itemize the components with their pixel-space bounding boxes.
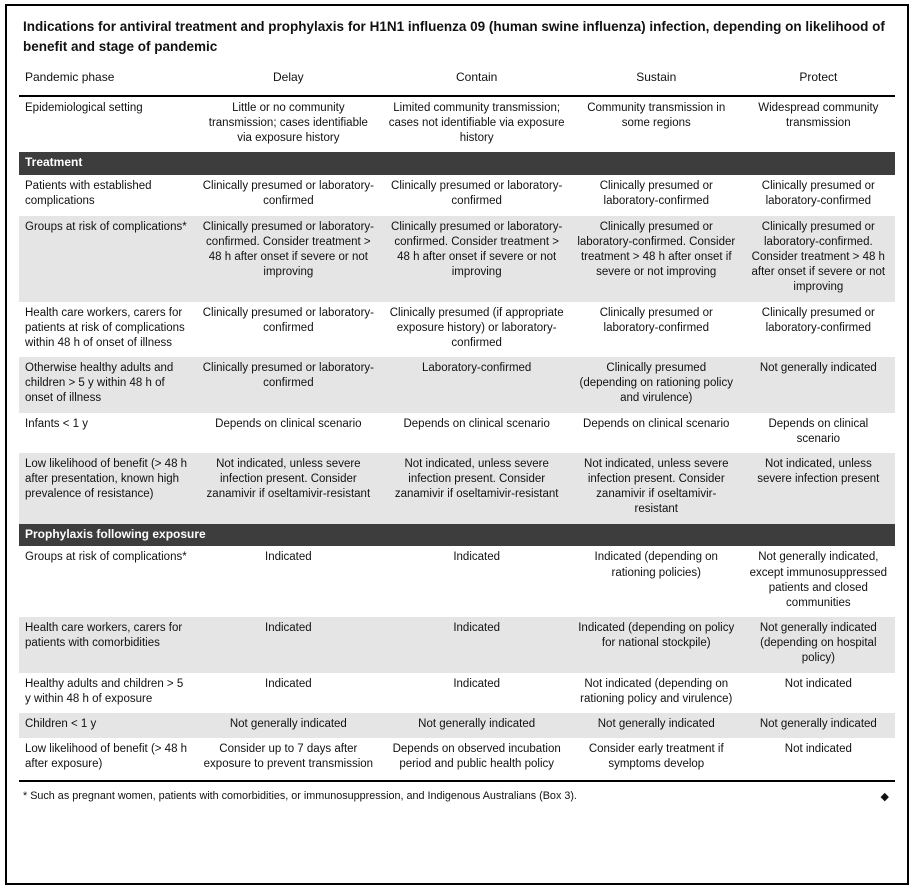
table-row: Health care workers, carers for patients… [19, 617, 895, 673]
table-row: Groups at risk of complications* Clinical… [19, 215, 895, 302]
row-label: Patients with established complications [25, 180, 152, 208]
row-label: Low likelihood of benefit (> 48 h after … [25, 743, 188, 771]
cell-sustain: Not indicated (depending on rationing po… [580, 677, 733, 705]
table-row: Low likelihood of benefit (> 48 h after … [19, 452, 895, 524]
cell-delay: Consider up to 7 days after exposure to … [203, 743, 374, 771]
footnote-row: * Such as pregnant women, patients with … [19, 780, 895, 809]
cell-delay: Indicated [194, 617, 383, 673]
cell-contain: Indicated [453, 551, 501, 564]
cell-delay: Clinically presumed or laboratory-confir… [194, 357, 383, 413]
cell-protect: Not indicated, unless severe infection p… [741, 452, 895, 524]
cell-protect: Not generally indicated (depending on ho… [741, 617, 895, 673]
cell-contain: Clinically presumed (if appropriate expo… [389, 306, 564, 349]
cell-delay: Little or no community transmission; cas… [208, 101, 368, 145]
row-label: Infants < 1 y [25, 417, 88, 430]
table-row: Infants < 1 y Depends on clinical scenari… [19, 413, 895, 453]
cell-protect: Not generally indicated, except immunosu… [749, 551, 888, 609]
table-row: Epidemiological setting Little or no comm… [19, 96, 895, 153]
cell-delay: Clinically presumed or laboratory-confir… [194, 215, 383, 302]
cell-protect: Clinically presumed or laboratory-confir… [761, 306, 875, 334]
row-label: Otherwise healthy adults and children > … [19, 357, 195, 413]
table-row: Children < 1 y Not generally indicated Not… [19, 712, 895, 739]
cell-contain: Indicated [453, 677, 501, 690]
row-label: Healthy adults and children > 5 y within… [25, 677, 184, 705]
table-title: Indications for antiviral treatment and … [23, 19, 885, 54]
table-box-frame: Indications for antiviral treatment and … [5, 4, 909, 885]
cell-protect: Widespread community transmission [758, 101, 879, 130]
cell-delay: Depends on clinical scenario [215, 417, 362, 430]
cell-protect: Clinically presumed or laboratory-confir… [761, 180, 875, 208]
cell-sustain: Clinically presumed or laboratory-confir… [599, 306, 713, 334]
row-label: Health care workers, carers for patients… [19, 617, 195, 673]
cell-protect: Clinically presumed or laboratory-confir… [741, 215, 895, 302]
cell-contain: Clinically presumed or laboratory-confir… [391, 180, 563, 208]
cell-delay: Not indicated, unless severe infection p… [194, 452, 383, 524]
table-row: Otherwise healthy adults and children > … [19, 357, 895, 413]
cell-contain: Limited community transmission; cases no… [388, 101, 565, 145]
table-body: Epidemiological setting Little or no comm… [19, 96, 895, 779]
cell-sustain: Community transmission in some regions [587, 101, 726, 130]
column-header-delay: Delay [194, 65, 383, 97]
cell-sustain: Indicated (depending on rationing polici… [594, 551, 718, 579]
cell-contain: Clinically presumed or laboratory-confir… [382, 215, 571, 302]
table-container: Pandemic phase Delay Contain Sustain Pro… [7, 65, 907, 809]
cell-protect: Not generally indicated [741, 712, 895, 739]
cell-sustain: Indicated (depending on policy for natio… [570, 617, 742, 673]
cell-contain: Indicated [382, 617, 571, 673]
table-row: Low likelihood of benefit (> 48 h after … [19, 738, 895, 778]
row-label: Low likelihood of benefit (> 48 h after … [19, 452, 195, 524]
section-header-label: Prophylaxis following exposure [19, 523, 895, 547]
column-header-sustain: Sustain [570, 65, 742, 97]
indications-table: Pandemic phase Delay Contain Sustain Pro… [19, 65, 895, 778]
column-header-row: Pandemic phase Delay Contain Sustain Pro… [19, 65, 895, 97]
cell-sustain: Clinically presumed or laboratory-confir… [599, 180, 713, 208]
column-header-contain: Contain [382, 65, 571, 97]
table-row: Health care workers, carers for patients… [19, 302, 895, 358]
cell-protect: Not indicated [784, 677, 852, 690]
cell-protect: Not generally indicated [741, 357, 895, 413]
table-row: Groups at risk of complications* Indicate… [19, 546, 895, 617]
section-header-row: Treatment [19, 152, 895, 176]
cell-sustain: Not indicated, unless severe infection p… [570, 452, 742, 524]
cell-contain: Laboratory-confirmed [382, 357, 571, 413]
cell-delay: Clinically presumed or laboratory-confir… [202, 180, 374, 208]
row-label: Children < 1 y [19, 712, 195, 739]
cell-delay: Not generally indicated [194, 712, 383, 739]
cell-sustain: Clinically presumed or laboratory-confir… [570, 215, 742, 302]
row-label: Groups at risk of complications* [19, 215, 195, 302]
diamond-icon: ◆ [880, 791, 889, 804]
cell-protect: Depends on clinical scenario [768, 417, 869, 445]
column-header-protect: Protect [741, 65, 895, 97]
cell-sustain: Consider early treatment if symptoms dev… [588, 743, 724, 771]
row-label: Health care workers, carers for patients… [25, 306, 185, 349]
column-header-pandemic-phase: Pandemic phase [19, 65, 195, 97]
row-label: Groups at risk of complications* [25, 551, 187, 564]
section-header-row: Prophylaxis following exposure [19, 523, 895, 547]
row-label: Epidemiological setting [25, 101, 143, 114]
cell-delay: Indicated [265, 551, 312, 564]
cell-contain: Depends on observed incubation period an… [392, 743, 561, 771]
table-row: Patients with established complications C… [19, 175, 895, 215]
cell-sustain: Depends on clinical scenario [583, 417, 730, 430]
cell-protect: Not indicated [784, 743, 852, 756]
cell-contain: Not indicated, unless severe infection p… [382, 452, 571, 524]
cell-delay: Clinically presumed or laboratory-confir… [202, 306, 374, 334]
footnote-text: * Such as pregnant women, patients with … [23, 790, 577, 803]
cell-delay: Indicated [265, 677, 312, 690]
cell-sustain: Clinically presumed (depending on ration… [570, 357, 742, 413]
cell-contain: Not generally indicated [382, 712, 571, 739]
table-row: Healthy adults and children > 5 y within… [19, 673, 895, 713]
section-header-label: Treatment [19, 152, 895, 176]
cell-contain: Depends on clinical scenario [403, 417, 550, 430]
cell-sustain: Not generally indicated [570, 712, 742, 739]
